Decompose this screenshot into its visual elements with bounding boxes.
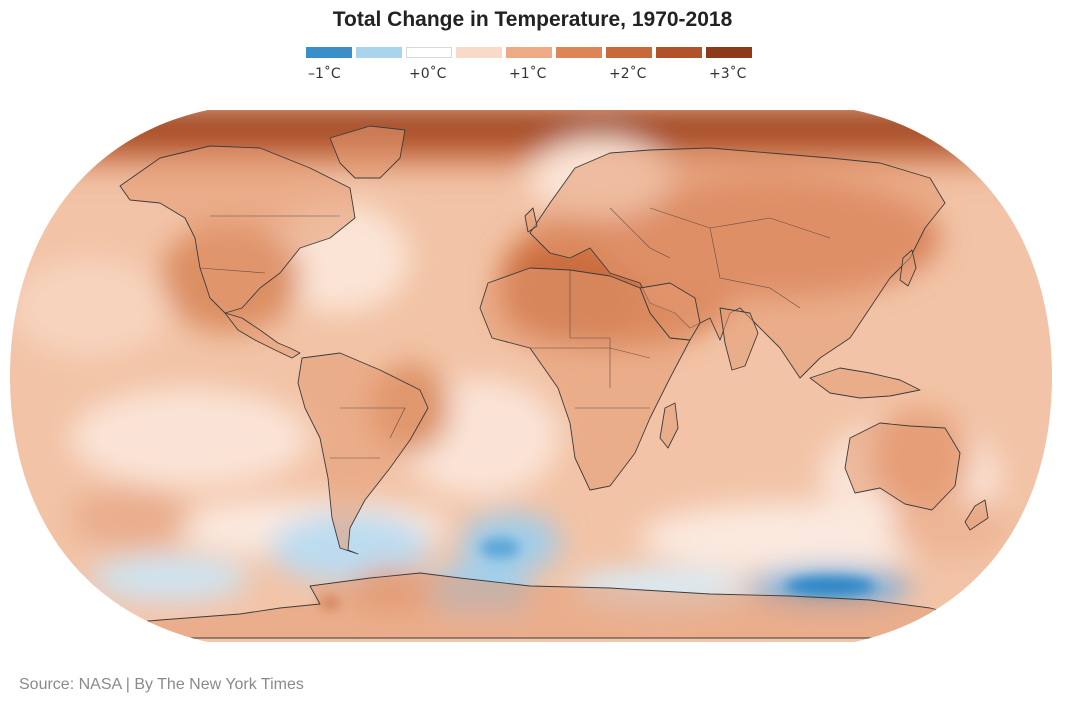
india xyxy=(719,307,759,371)
legend-label-zero: +0˚C xyxy=(409,66,447,82)
legend-label-minus-1: –1˚C xyxy=(308,66,341,82)
country-borders xyxy=(199,207,831,459)
land-masses xyxy=(10,125,1052,639)
legend-swatch-minus-1 xyxy=(306,47,352,58)
africa xyxy=(479,267,691,491)
legend-swatch-plus-half xyxy=(456,47,502,58)
map-svg xyxy=(10,110,1052,642)
north-america xyxy=(119,145,356,314)
legend-swatch-plus-2 xyxy=(606,47,652,58)
south-america xyxy=(297,352,429,555)
legend-swatch-plus-1-5 xyxy=(556,47,602,58)
source-credit: Source: NASA | By The New York Times xyxy=(19,676,304,693)
greenland xyxy=(329,125,406,179)
arabia xyxy=(639,282,701,341)
australia xyxy=(844,422,961,511)
legend-label-plus-2: +2˚C xyxy=(609,66,647,82)
world-temperature-map xyxy=(10,108,1052,644)
legend-swatch-plus-3 xyxy=(706,47,752,58)
uk xyxy=(524,207,538,233)
legend-swatch-plus-1 xyxy=(506,47,552,58)
central-america xyxy=(224,312,301,359)
legend-swatch-zero xyxy=(406,47,452,58)
southeast-asia-islands xyxy=(809,367,921,399)
color-legend: –1˚C +0˚C +1˚C +2˚C +3˚C xyxy=(306,47,752,87)
legend-swatch-minus-half xyxy=(356,47,402,58)
legend-swatch-plus-2-5 xyxy=(656,47,702,58)
legend-label-plus-1: +1˚C xyxy=(509,66,547,82)
new-zealand xyxy=(964,499,989,531)
map-title: Total Change in Temperature, 1970-2018 xyxy=(332,8,733,31)
madagascar xyxy=(659,402,679,449)
japan xyxy=(899,249,917,287)
legend-label-plus-3: +3˚C xyxy=(709,66,747,82)
